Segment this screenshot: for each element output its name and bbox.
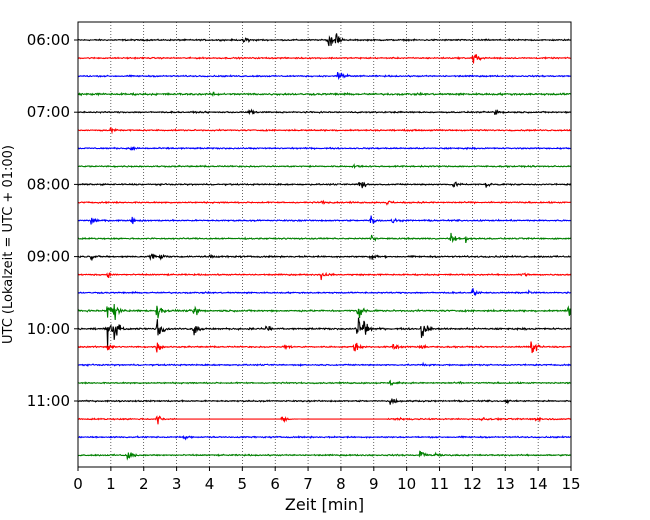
seismic-trace	[77, 317, 572, 348]
x-tick-label: 3	[172, 475, 182, 493]
y-tick-label: 08:00	[27, 175, 70, 193]
y-tick-label: 09:00	[27, 248, 70, 266]
y-axis-label: UTC (Lokalzeit = UTC + 01:00)	[1, 145, 16, 344]
seismic-trace	[77, 397, 572, 405]
seismic-trace	[77, 146, 572, 151]
seismic-trace	[77, 163, 572, 170]
x-tick-label: 1	[106, 475, 116, 493]
x-tick-label: 7	[303, 475, 313, 493]
x-tick-label: 9	[369, 475, 379, 493]
seismic-trace	[77, 434, 572, 441]
seismic-trace	[77, 72, 572, 81]
y-tick-label: 06:00	[27, 31, 70, 49]
y-tick-label: 11:00	[27, 392, 70, 410]
seismic-trace	[77, 253, 572, 262]
seismic-trace	[77, 91, 572, 98]
x-tick-label: 5	[238, 475, 248, 493]
y-tick-label: 07:00	[27, 103, 70, 121]
x-tick-label: 15	[561, 475, 580, 493]
seismic-trace	[77, 361, 572, 368]
x-tick-label: 14	[529, 475, 548, 493]
x-tick-label: 13	[496, 475, 515, 493]
seismic-trace	[77, 341, 572, 354]
seismic-trace	[77, 126, 571, 135]
seismic-trace	[77, 181, 572, 189]
x-tick-label: 8	[336, 475, 346, 493]
seismic-trace	[78, 108, 572, 116]
x-tick-label: 10	[397, 475, 416, 493]
minute-grid	[110, 22, 539, 467]
plot-frame	[77, 21, 572, 468]
x-tick-label: 4	[205, 475, 215, 493]
y-axis: 06:00 07:00 08:00 09:00 10:00 11:00	[27, 31, 78, 410]
seismic-trace	[77, 303, 572, 321]
y-tick-label: 10:00	[27, 320, 70, 338]
x-tick-label: 0	[73, 475, 83, 493]
seismic-trace	[77, 288, 571, 297]
x-tick-label: 2	[139, 475, 149, 493]
seismic-trace	[77, 379, 572, 386]
x-tick-label: 11	[430, 475, 449, 493]
seismic-trace	[77, 415, 572, 425]
seismic-trace	[77, 33, 572, 47]
x-axis-label: Zeit [min]	[285, 495, 364, 514]
x-tick-label: 6	[270, 475, 280, 493]
seismic-trace	[77, 215, 571, 225]
seismic-trace	[77, 450, 572, 461]
seismic-trace	[77, 199, 572, 206]
seismic-trace	[77, 54, 572, 64]
seismic-traces	[77, 33, 572, 461]
x-axis: 0 1 2 3 4 5 6 7 8 9 10 11 12 13 14 15	[73, 467, 581, 493]
seismic-trace	[77, 232, 572, 244]
x-tick-label: 12	[463, 475, 482, 493]
seismic-trace	[77, 271, 572, 281]
